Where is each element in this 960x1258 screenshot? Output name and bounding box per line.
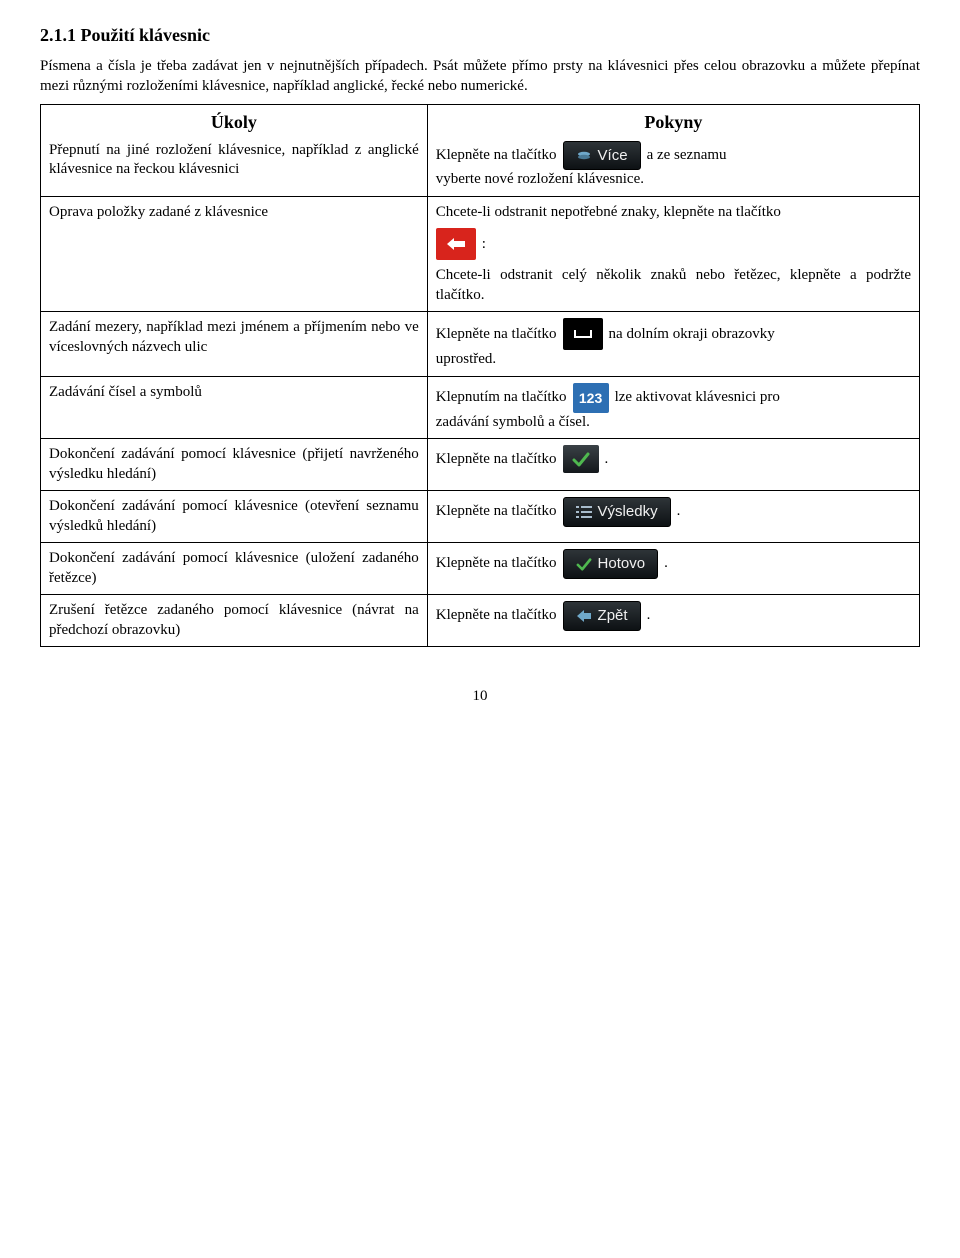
space-icon: [574, 330, 592, 338]
instr-text: Klepnutím na tlačítko: [436, 388, 567, 408]
section-heading: 2.1.1 Použití klávesnic: [40, 24, 920, 47]
back-button-label: Zpět: [598, 606, 628, 626]
task-text: Oprava položky zadané z klávesnice: [41, 196, 428, 312]
tasks-table: Úkoly Přepnutí na jiné rozložení klávesn…: [40, 104, 920, 647]
page-number: 10: [40, 687, 920, 707]
back-button[interactable]: Zpět: [563, 601, 641, 631]
layers-icon: [576, 149, 592, 163]
accept-button[interactable]: [563, 445, 599, 473]
task-text: Přepnutí na jiné rozložení klávesnice, n…: [49, 141, 419, 180]
more-button[interactable]: Více: [563, 141, 641, 171]
numeric-keyboard-button[interactable]: 123: [573, 383, 609, 413]
instr-text: Klepněte na tlačítko: [436, 606, 557, 626]
done-button-label: Hotovo: [598, 554, 646, 574]
instr-text: Klepněte na tlačítko: [436, 146, 557, 166]
list-icon: [576, 505, 592, 519]
instr-text: na dolním okraji obrazovky: [609, 325, 775, 345]
results-button-label: Výsledky: [598, 502, 658, 522]
instr-text: Klepněte na tlačítko: [436, 554, 557, 574]
arrow-left-icon: [576, 609, 592, 623]
instr-text: uprostřed.: [436, 350, 911, 370]
spacebar-button[interactable]: [563, 318, 603, 350]
instr-text: zadávání symbolů a čísel.: [436, 413, 911, 433]
instr-text: :: [482, 235, 486, 255]
task-text: Dokončení zadávání pomocí klávesnice (ot…: [41, 491, 428, 543]
instr-text: Klepněte na tlačítko: [436, 325, 557, 345]
backspace-button[interactable]: [436, 228, 476, 260]
instr-text: Chcete-li odstranit celý několik znaků n…: [436, 266, 911, 305]
intro-paragraph: Písmena a čísla je třeba zadávat jen v n…: [40, 57, 920, 96]
instr-text: Chcete-li odstranit nepotřebné znaky, kl…: [436, 203, 911, 223]
more-button-label: Více: [598, 146, 628, 166]
instr-text: .: [664, 554, 668, 574]
instr-text: .: [677, 502, 681, 522]
results-button[interactable]: Výsledky: [563, 497, 671, 527]
instr-text: vyberte nové rozložení klávesnice.: [436, 170, 911, 190]
done-button[interactable]: Hotovo: [563, 549, 659, 579]
col-header-instructions: Pokyny: [436, 111, 911, 140]
task-text: Zadání mezery, například mezi jménem a p…: [41, 312, 428, 377]
instr-text: Klepněte na tlačítko: [436, 450, 557, 470]
instr-text: .: [647, 606, 651, 626]
task-text: Zadávání čísel a symbolů: [41, 376, 428, 439]
check-icon: [576, 557, 592, 571]
arrow-left-icon: [445, 237, 467, 251]
col-header-tasks: Úkoly: [49, 111, 419, 140]
check-icon: [572, 451, 590, 467]
task-text: Dokončení zadávání pomocí klávesnice (př…: [41, 439, 428, 491]
instr-text: a ze seznamu: [647, 146, 727, 166]
instr-text: lze aktivovat klávesnici pro: [615, 388, 780, 408]
task-text: Zrušení řetězce zadaného pomocí klávesni…: [41, 595, 428, 647]
instr-text: .: [605, 450, 609, 470]
instr-text: Klepněte na tlačítko: [436, 502, 557, 522]
task-text: Dokončení zadávání pomocí klávesnice (ul…: [41, 543, 428, 595]
